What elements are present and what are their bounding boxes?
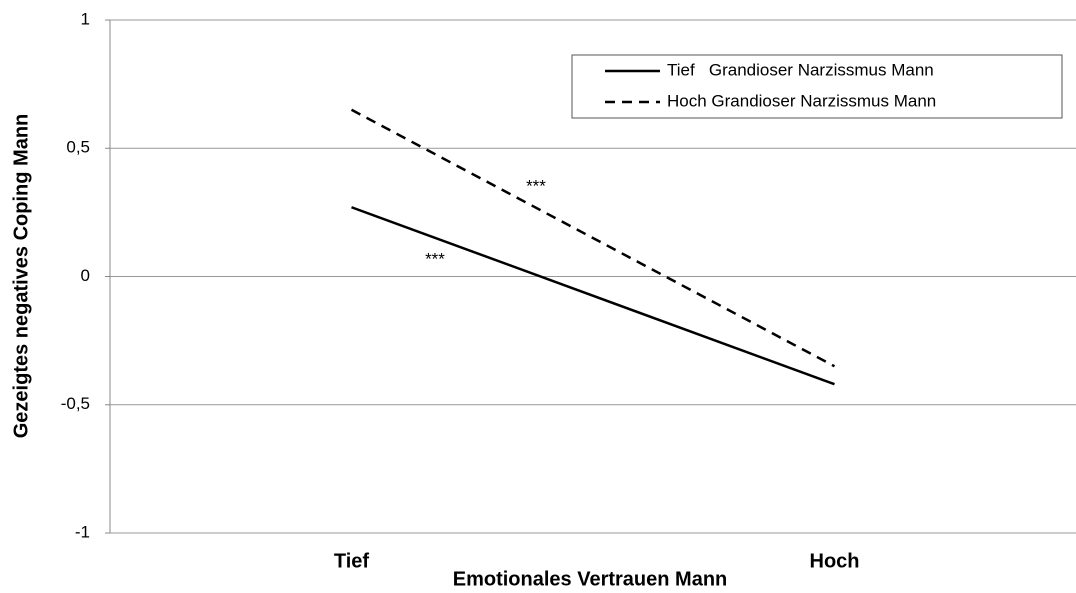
y-axis-label: Gezeigtes negatives Coping Mann xyxy=(10,114,32,439)
y-tick-label: 0,5 xyxy=(66,138,90,157)
x-tick-label: Tief xyxy=(334,550,370,572)
x-axis-label: Emotionales Vertrauen Mann xyxy=(453,568,728,590)
series-line xyxy=(350,108,836,368)
legend-box xyxy=(571,54,1063,119)
series-line xyxy=(351,206,835,386)
x-tick-label: Hoch xyxy=(810,550,860,572)
legend-label: Hoch Grandioser Narzissmus Mann xyxy=(667,91,936,110)
y-tick-label: -0,5 xyxy=(61,394,90,413)
annotation: *** xyxy=(425,249,445,268)
y-tick-label: 1 xyxy=(81,9,90,28)
legend-label: Tief Grandioser Narzissmus Mann xyxy=(667,60,934,79)
y-tick-label: 0 xyxy=(81,266,90,285)
y-tick-label: -1 xyxy=(75,522,90,541)
annotation: *** xyxy=(526,176,546,195)
